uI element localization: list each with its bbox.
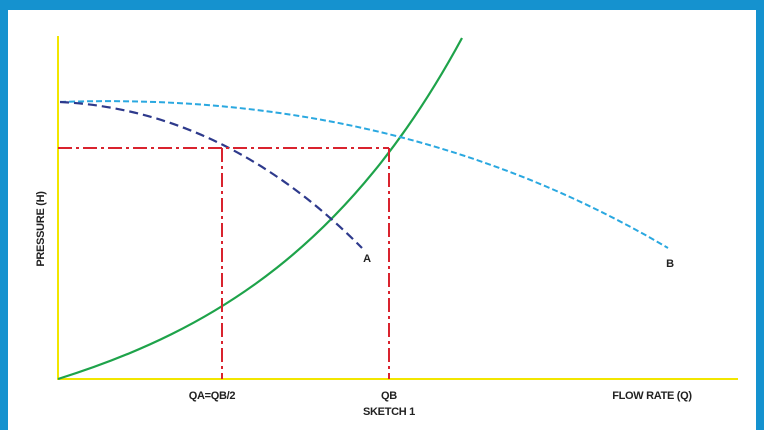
system-curve: [57, 37, 463, 381]
x-axis-label: FLOW RATE (Q): [612, 390, 692, 402]
tick-label-qa: QA=QB/2: [189, 390, 236, 402]
curve-b-label: B: [666, 258, 674, 270]
curve-a-label: A: [363, 253, 371, 265]
tick-label-qb: QB: [381, 390, 397, 402]
pump-curve-b: [59, 100, 669, 249]
y-axis-label: PRESSURE (H): [35, 191, 47, 267]
pump-curve-a: [59, 100, 363, 249]
figure-caption: SKETCH 1: [363, 406, 415, 418]
